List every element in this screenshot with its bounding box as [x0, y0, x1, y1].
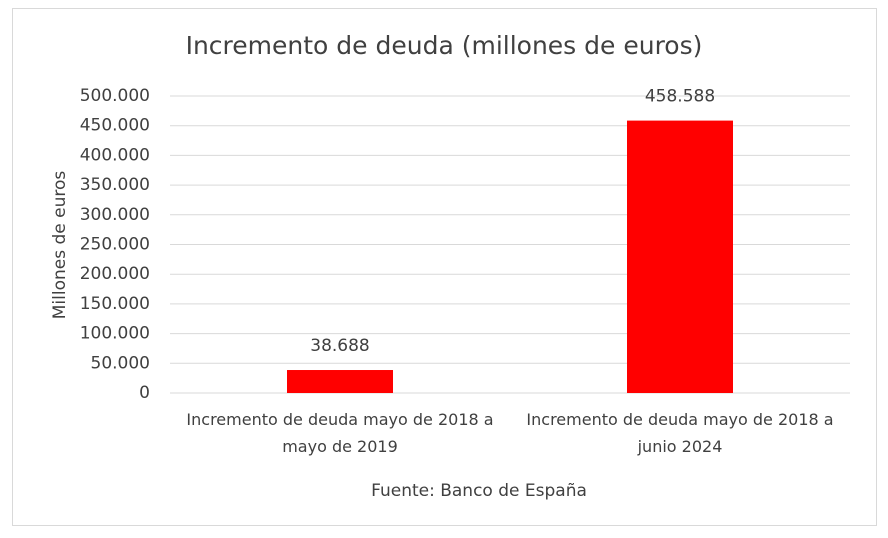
- y-tick-label: 50.000: [91, 353, 150, 373]
- x-axis-label: Fuente: Banco de España: [371, 481, 587, 501]
- y-tick-label: 200.000: [80, 264, 150, 284]
- chart-title: Incremento de deuda (millones de euros): [186, 31, 703, 60]
- bar: [287, 370, 393, 393]
- y-tick-label: 300.000: [80, 205, 150, 225]
- y-tick-label: 500.000: [80, 86, 150, 106]
- y-tick-label: 250.000: [80, 235, 150, 255]
- x-tick-label: Incremento de deuda mayo de 2018 a mayo …: [186, 410, 494, 456]
- y-tick-label: 400.000: [80, 145, 150, 165]
- x-tick-label: Incremento de deuda mayo de 2018 a junio…: [526, 410, 834, 456]
- y-tick-label: 350.000: [80, 175, 150, 195]
- y-axis-label: Millones de euros: [50, 171, 70, 320]
- y-tick-label: 150.000: [80, 294, 150, 314]
- data-label: 38.688: [310, 336, 369, 356]
- y-tick-label: 100.000: [80, 324, 150, 344]
- y-tick-label: 450.000: [80, 116, 150, 136]
- y-tick-label: 0: [139, 383, 150, 403]
- data-label: 458.588: [645, 87, 715, 107]
- bar: [627, 120, 733, 393]
